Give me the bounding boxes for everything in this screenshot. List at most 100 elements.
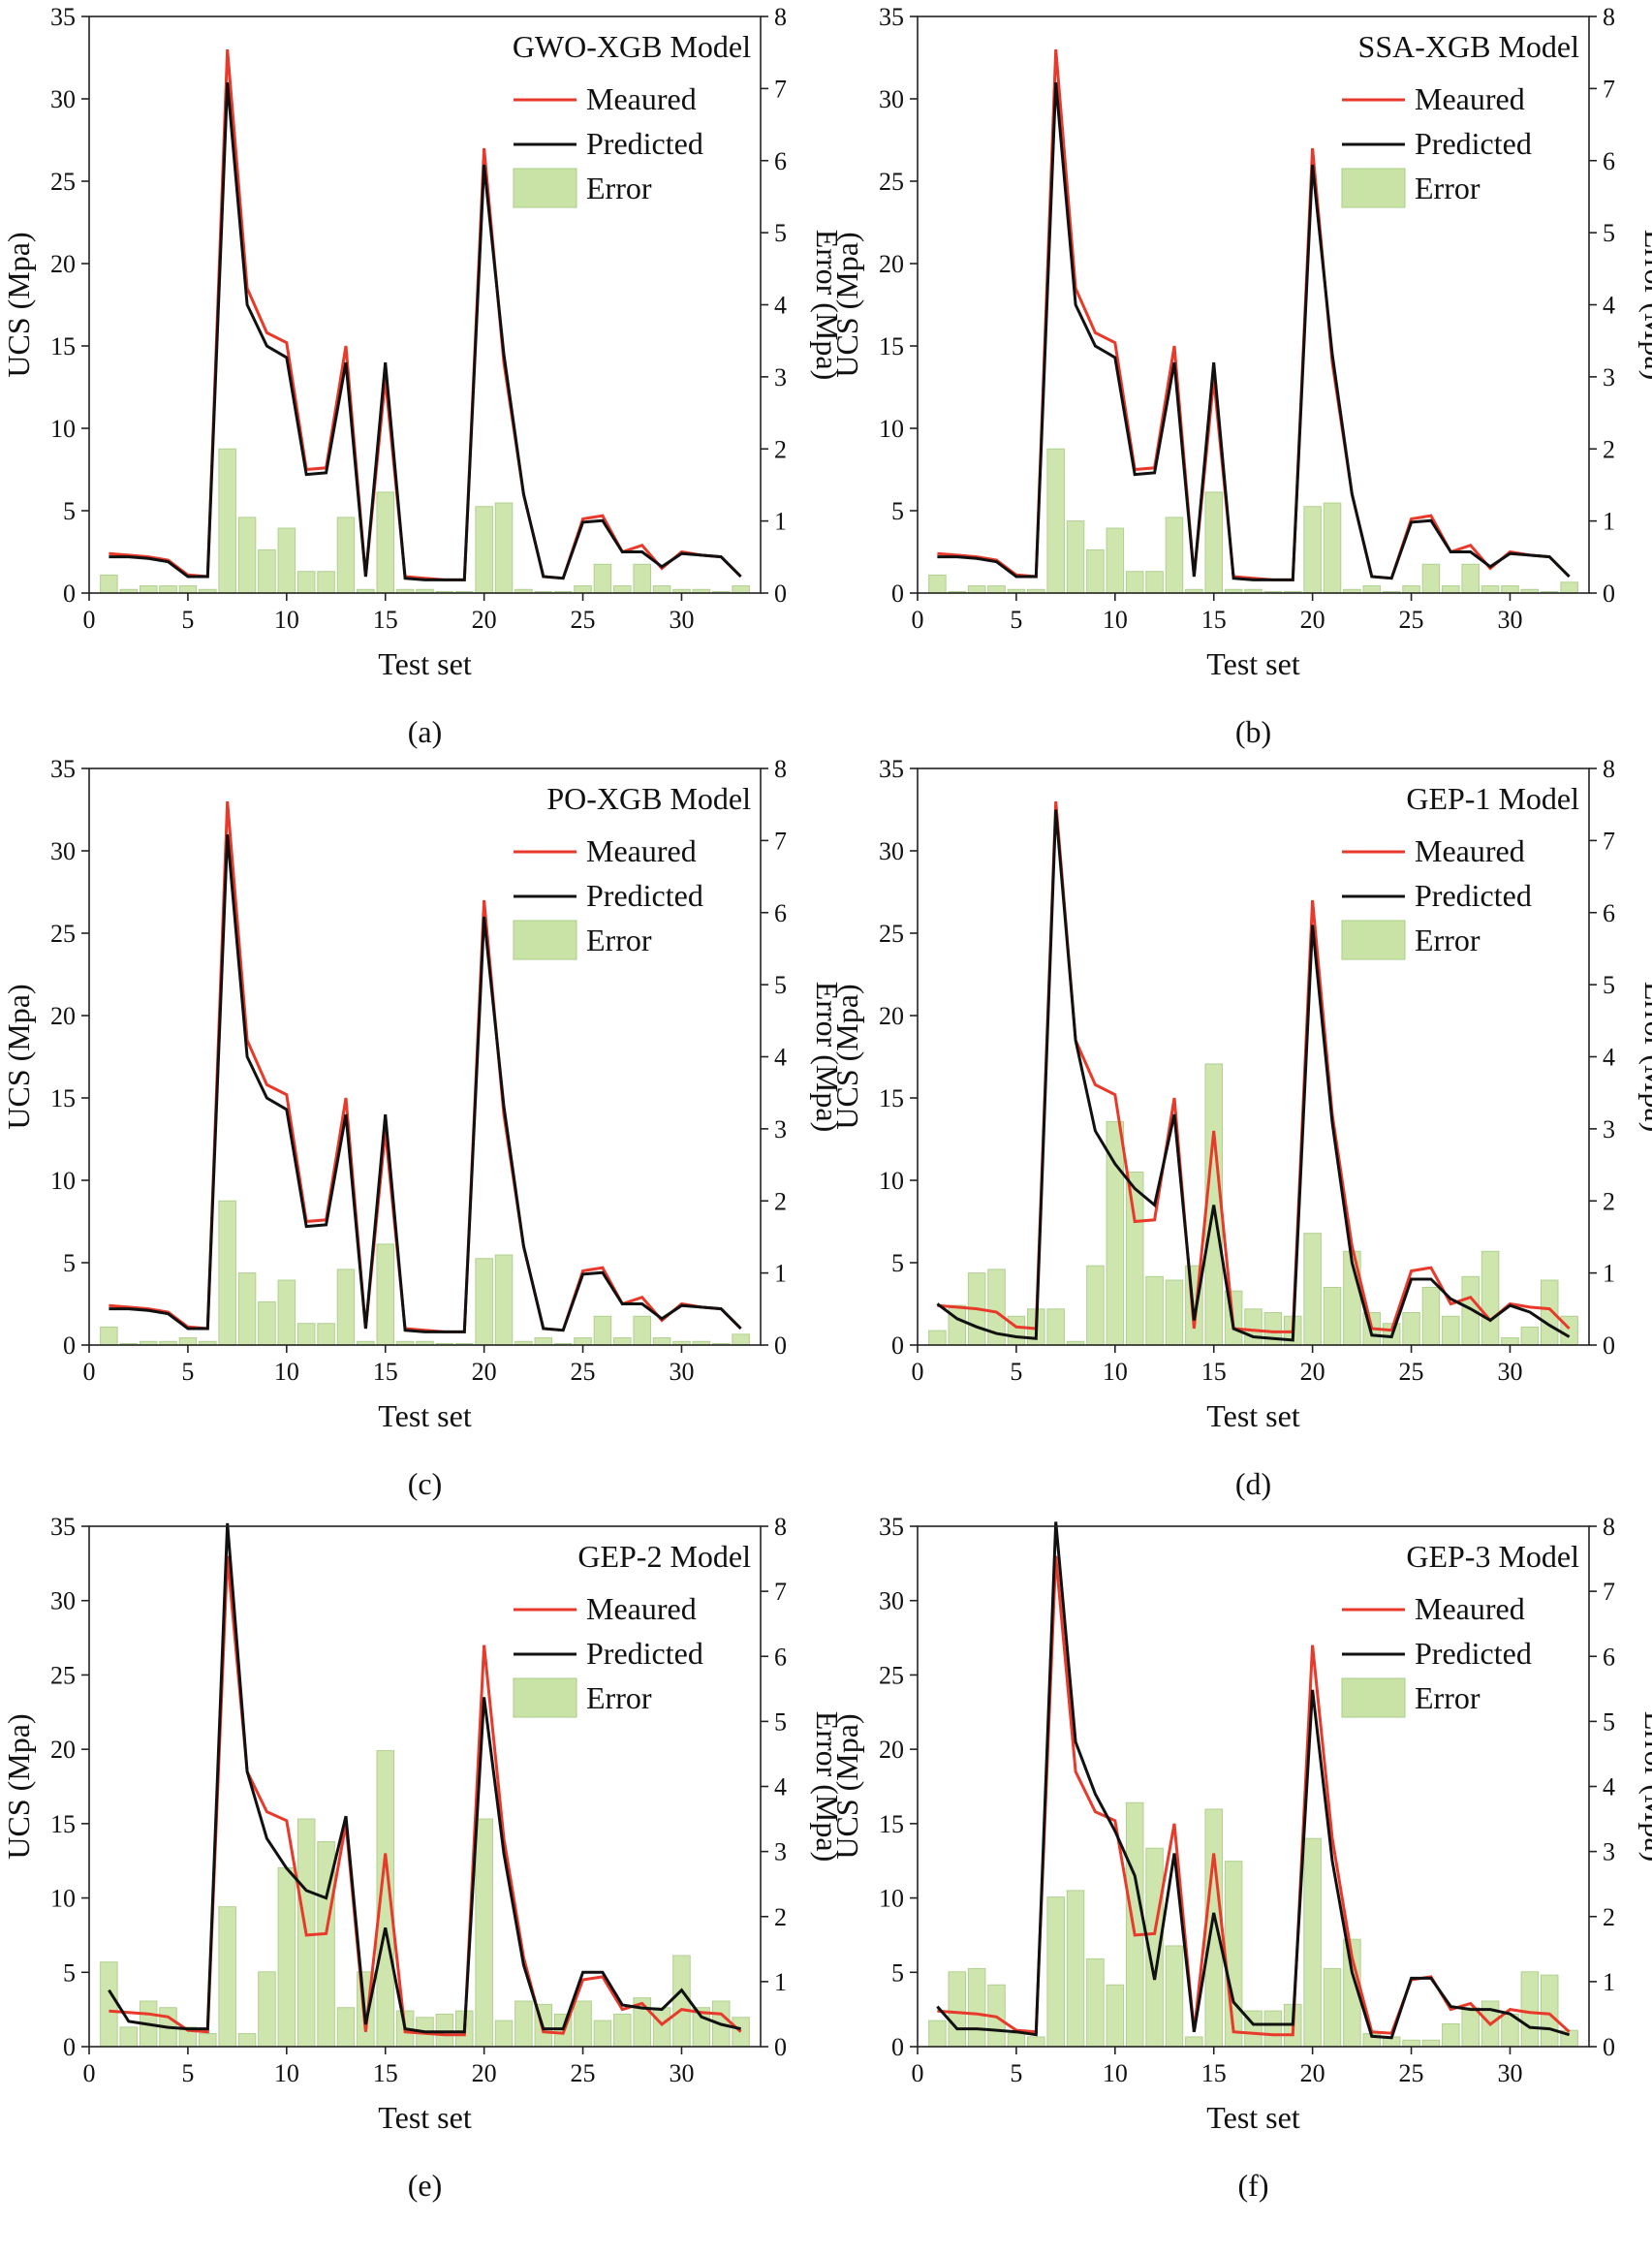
error-bar	[732, 2017, 750, 2048]
y2-tick-label: 0	[774, 1331, 787, 1360]
x-tick-label: 15	[1201, 1358, 1227, 1386]
error-bar	[1481, 1250, 1500, 1346]
chart-title: GEP-2 Model	[577, 1539, 751, 1574]
predicted-line	[936, 809, 1571, 1342]
x-tick-label: 0	[83, 1358, 96, 1386]
y-tick-label: 20	[879, 1736, 904, 1764]
error-bar	[652, 1337, 671, 1346]
y2-axis-label: Error (Mpa)	[1638, 230, 1652, 380]
error-bar	[376, 1243, 394, 1346]
y2-tick-label: 4	[774, 292, 787, 320]
error-bar	[1560, 581, 1578, 594]
y-tick-label: 5	[63, 497, 76, 525]
error-bar	[1027, 2036, 1045, 2048]
legend-measured-label: Meaured	[586, 81, 697, 116]
error-bar	[652, 585, 671, 594]
y2-tick-label: 7	[1603, 827, 1615, 855]
error-bar	[948, 1304, 967, 1346]
panel-label: (c)	[408, 1466, 443, 1501]
error-bar	[1046, 1896, 1065, 2048]
error-bar	[633, 1315, 651, 1346]
y2-tick-label: 6	[1603, 147, 1615, 175]
y2-tick-label: 8	[774, 1513, 787, 1541]
panel-label: (e)	[408, 2168, 443, 2203]
x-tick-label: 0	[83, 606, 96, 634]
error-bar	[1086, 1957, 1105, 2048]
error-bar	[1402, 2039, 1420, 2048]
x-tick-label: 5	[181, 1358, 194, 1386]
error-bar	[593, 1315, 612, 1346]
error-bar	[1046, 448, 1065, 594]
panel-label: (b)	[1235, 714, 1271, 749]
y2-tick-label: 3	[1603, 1838, 1615, 1866]
y2-tick-label: 8	[774, 3, 787, 31]
y2-tick-label: 0	[774, 579, 787, 608]
x-tick-label: 25	[571, 1358, 596, 1386]
error-bar	[928, 1330, 947, 1346]
error-bar	[928, 2020, 947, 2048]
error-bar	[494, 1254, 514, 1346]
error-bar	[1263, 2010, 1283, 2048]
x-axis-label: Test set	[1206, 1398, 1300, 1433]
error-bar	[178, 1337, 198, 1346]
legend-error-swatch	[513, 168, 577, 208]
y2-tick-label: 7	[774, 1578, 787, 1606]
y2-tick-label: 1	[774, 508, 787, 536]
error-bar	[928, 574, 947, 594]
error-bar	[317, 571, 335, 594]
predicted-line	[108, 1522, 741, 2034]
error-bar	[1086, 548, 1105, 594]
legend-error-label: Error	[586, 171, 652, 205]
y-tick-label: 25	[50, 920, 76, 948]
y2-tick-label: 7	[774, 75, 787, 103]
error-bar	[1204, 1808, 1223, 2048]
error-bar	[1303, 1837, 1322, 2048]
legend-error-label: Error	[586, 923, 652, 957]
y-tick-label: 15	[50, 332, 76, 360]
error-bar	[613, 1337, 632, 1346]
predicted-line	[936, 1521, 1571, 2040]
error-bar	[1442, 2023, 1460, 2048]
y2-tick-label: 0	[1603, 2033, 1615, 2061]
error-bar	[1303, 1233, 1322, 1346]
error-bar	[139, 585, 158, 594]
error-bar	[1560, 1315, 1578, 1346]
legend-predicted-label: Predicted	[1415, 878, 1532, 913]
y-tick-label: 25	[50, 1661, 76, 1689]
y2-tick-label: 1	[774, 1260, 787, 1288]
y-tick-label: 20	[879, 250, 904, 278]
error-bar	[218, 448, 236, 594]
error-bar	[1442, 585, 1460, 594]
chart-title: SSA-XGB Model	[1358, 29, 1580, 64]
error-bar	[277, 1279, 296, 1346]
y-axis-label: UCS (Mpa)	[1, 232, 36, 377]
error-bar	[1007, 1315, 1026, 1346]
legend-error-swatch	[513, 920, 577, 960]
error-bar	[1106, 527, 1125, 594]
error-bar	[1461, 2007, 1480, 2048]
error-bar	[1046, 1308, 1065, 1346]
y-tick-label: 5	[63, 1249, 76, 1277]
y2-tick-label: 0	[1603, 1331, 1615, 1360]
x-tick-label: 30	[1497, 606, 1522, 634]
x-tick-label: 30	[669, 606, 694, 634]
legend-error-label: Error	[586, 1680, 652, 1715]
error-bar	[1362, 585, 1382, 594]
error-bar	[732, 1333, 750, 1346]
y2-tick-label: 4	[774, 1044, 787, 1072]
x-tick-label: 25	[1399, 2059, 1424, 2087]
y2-axis-label: Error (Mpa)	[810, 982, 845, 1132]
error-bar	[296, 1323, 316, 1346]
y-tick-label: 10	[50, 1885, 76, 1913]
error-bar	[277, 1866, 296, 2048]
error-bar	[593, 2020, 612, 2048]
y-tick-label: 35	[50, 3, 76, 31]
x-tick-label: 25	[1399, 606, 1424, 634]
x-tick-label: 10	[1103, 606, 1128, 634]
y-axis-label: UCS (Mpa)	[829, 1713, 864, 1859]
legend-predicted-label: Predicted	[586, 126, 703, 161]
y-axis-label: UCS (Mpa)	[1, 1713, 36, 1859]
x-tick-label: 10	[274, 606, 299, 634]
error-bar	[948, 1971, 967, 2048]
y2-tick-label: 4	[1603, 1773, 1615, 1801]
